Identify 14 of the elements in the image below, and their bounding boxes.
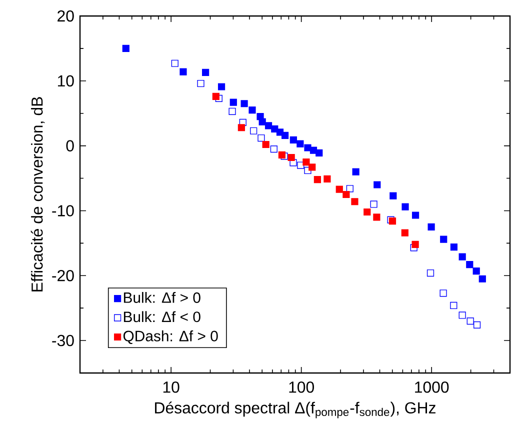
x-tick-label: 100 [289,382,314,393]
y-tick-label: 10 [58,75,74,87]
y-tick-label: 20 [58,10,74,22]
y-axis-title: Efficacité de conversion, dB [30,97,45,292]
x-axis-title: Désaccord spectral Δ(f$_{pompe}$-f$_{sonde}$), GHz [155,402,436,418]
legend-label: QDash: Δf > 0 [123,330,218,344]
y-tick-label: -20 [52,270,74,282]
y-tick-label: 0 [66,140,74,152]
y-tick-label: -30 [52,334,74,346]
y-tick-label: -10 [52,205,74,216]
x-tick-label: 1000 [415,382,449,393]
x-tick-label: 10 [163,382,180,393]
legend-label: Bulk: Δf < 0 [124,311,200,322]
legend-label: Bulk: Δf > 0 [124,292,200,303]
